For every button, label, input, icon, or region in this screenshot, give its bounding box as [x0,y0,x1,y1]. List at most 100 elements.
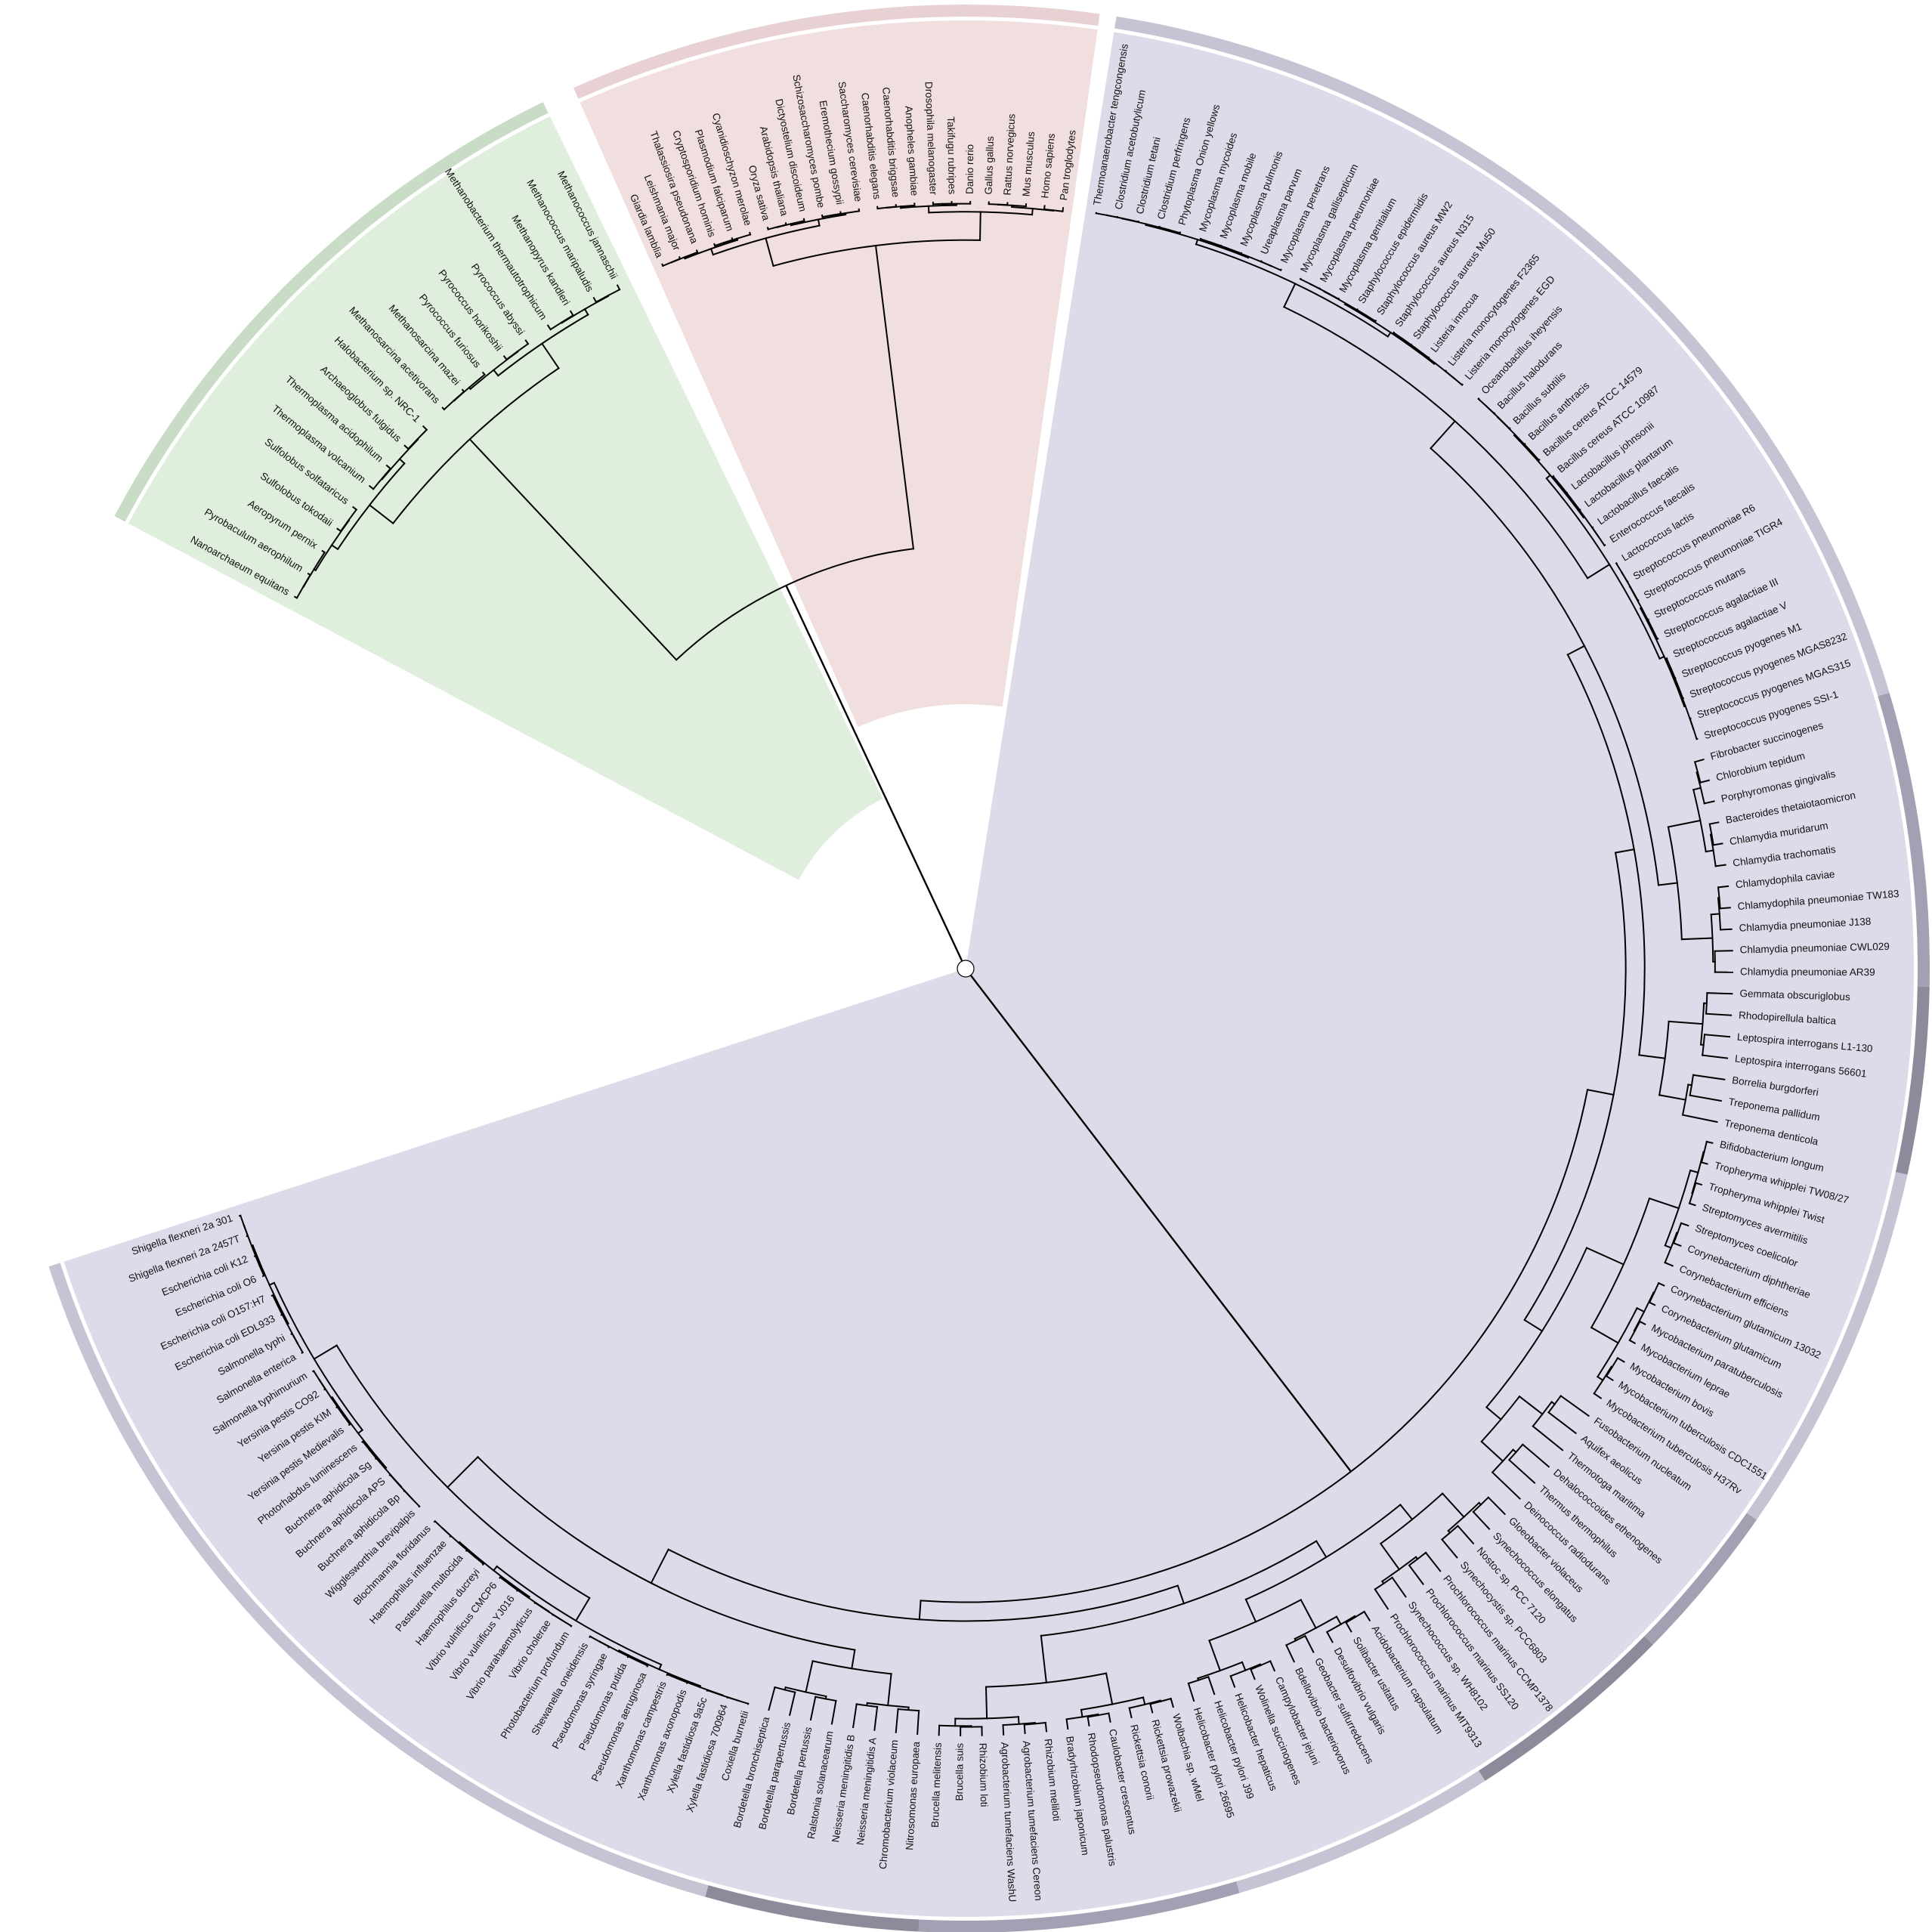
branch-arc [1545,477,1661,660]
branch-edge [1703,800,1715,805]
branch-edge [1614,848,1635,854]
branch-edge [1700,1161,1708,1165]
branch-arc [1244,1504,1402,1601]
branch-edge [1195,238,1199,246]
ring-segment [1895,986,1930,1175]
branch-edge [1672,1241,1682,1247]
ring-segment [1746,1172,1908,1520]
branch-arc [988,203,1009,206]
branch-edge [1472,1510,1491,1530]
branch-edge [313,1344,338,1360]
branch-edge [1441,1492,1465,1519]
branch-arc [476,1455,856,1651]
branch-arc [496,1565,663,1666]
branch-edge [1345,1621,1352,1633]
branch-edge [1717,885,1730,889]
branch-edge [583,308,589,316]
branch-edge [1244,1598,1257,1623]
branch-edge [1040,1634,1047,1684]
leaf-label: Gallus gallus [983,136,996,195]
branch-edge [1586,563,1611,580]
branch-arc [496,314,589,377]
branch-edge [1062,207,1065,212]
branch-arc [1513,434,1585,519]
branch-arc [1343,303,1436,365]
branch-edge [1207,1676,1216,1696]
branch-edge [465,1549,468,1552]
branch-edge [1170,1697,1174,1708]
root-stem-bacteria [965,968,1352,1473]
branch-edge [1695,1182,1703,1186]
branch-edge [1658,655,1665,660]
tree-branches [238,201,1733,1736]
branch-edge [368,484,375,490]
branch-edge [357,1429,364,1435]
leaf-label: Rhizobium loti [977,1743,990,1807]
branch-arc [335,1344,591,1600]
branch-edge [1532,1425,1564,1451]
branch-edge [873,1705,879,1731]
branch-edge [1149,1703,1154,1714]
leaf-label: Brucella melitensis [929,1742,944,1828]
branch-edge [1692,1074,1726,1080]
branch-edge [492,1565,499,1572]
branch-edge [321,549,326,554]
branch-arc [675,548,915,661]
branch-edge [1523,1318,1544,1332]
ring-segment [1878,692,1930,987]
branch-edge [1657,1281,1665,1287]
branch-edge [1430,419,1457,450]
branch-arc [1667,826,1683,941]
branch-edge [1080,1708,1083,1718]
branch-edge [441,406,446,411]
branch-edge [1689,1169,1699,1174]
branch-edge [1699,779,1711,784]
branch-edge [1605,1374,1614,1382]
branch-edge [481,1563,485,1566]
branch-arc [1145,224,1250,259]
leaf-label: Mus musculus [1020,131,1037,196]
branch-edge [805,1660,814,1693]
leaf-label: Gemmata obscuriglobus [1739,988,1850,1003]
branch-edge [1593,1392,1603,1399]
branch-edge [1283,283,1297,308]
branch-edge [1616,1356,1625,1363]
branch-arc [932,202,953,206]
branch-edge [1269,1660,1276,1672]
branch-edge [446,1455,479,1488]
ring-segment [573,5,1100,99]
ring-segment [918,1881,1240,1932]
root-stem-archaea-eukaryota [785,585,967,969]
branch-edge [481,371,486,376]
branch-edge [403,444,410,450]
branch-edge [1586,1089,1615,1096]
branch-edge [270,1294,274,1297]
branch-edge [1702,1054,1729,1059]
branch-edge [1680,1222,1689,1227]
root-node [957,960,975,978]
branch-edge [351,505,358,511]
branch-edge [546,324,552,331]
branch-edge [1667,819,1702,828]
branch-edge [1408,1564,1424,1585]
branch-edge [1714,864,1726,867]
ring-segment [1644,1513,1757,1645]
branch-edge [1386,331,1392,338]
branch-edge [1719,907,1731,910]
branch-edge [1229,1674,1236,1688]
branch-arc [1208,1599,1303,1642]
branch-edge [809,1696,817,1721]
branch-edge [515,1589,519,1592]
branch-edge [1638,1054,1666,1059]
branch-edge [731,237,734,241]
branch-edge [1692,787,1702,791]
archaea-sector [128,116,883,880]
branch-edge [293,595,298,599]
branch-edge [1628,1339,1637,1345]
branch-edge [1374,1588,1389,1610]
branch-edge [830,1699,837,1725]
branch-arc [252,1244,289,1325]
branch-edge [713,243,716,247]
branch-arc [1195,243,1389,338]
branch-edge [979,211,981,241]
